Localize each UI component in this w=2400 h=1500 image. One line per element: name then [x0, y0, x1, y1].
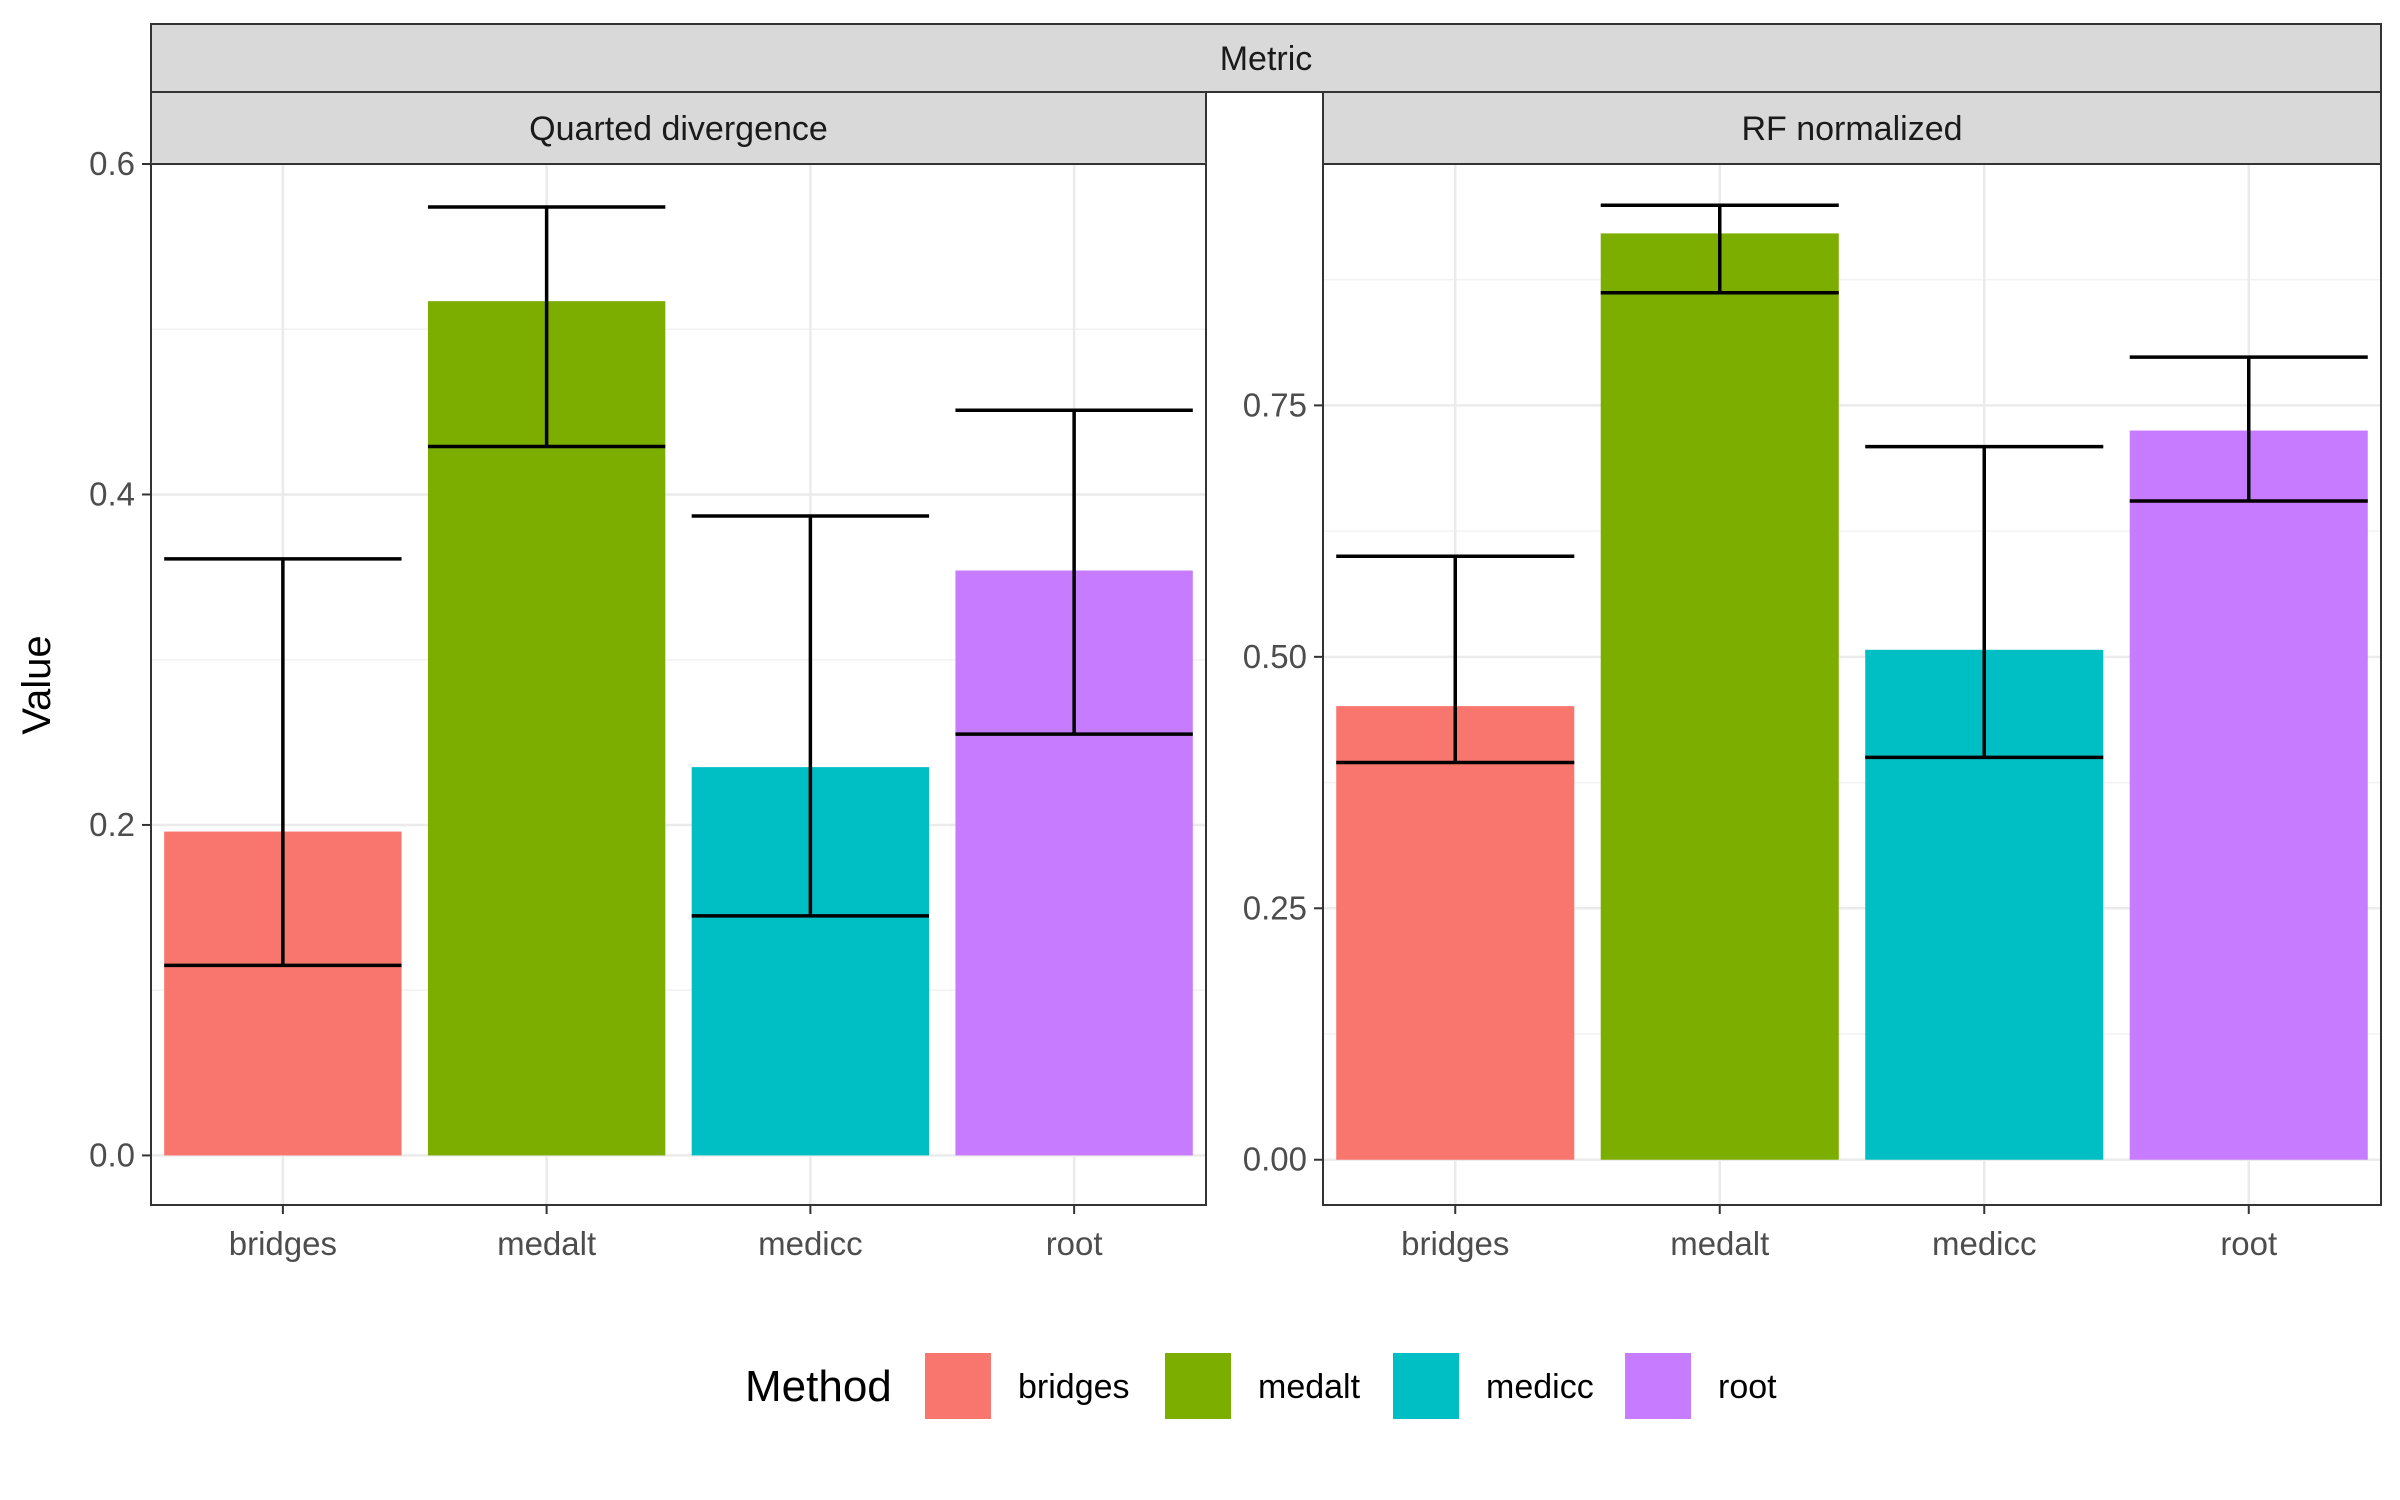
- bar-root: [2129, 430, 2368, 1160]
- x-tick-label: bridges: [229, 1225, 337, 1262]
- y-tick-label: 0.4: [89, 475, 135, 512]
- error-bar-medalt: [1600, 203, 1839, 295]
- facet-strip-label: Quarted divergence: [529, 110, 828, 148]
- metric-strip-box: [150, 23, 2382, 93]
- y-tick-label: 0.50: [1243, 638, 1307, 675]
- legend: Method bridges medalt medicc root: [745, 1353, 1777, 1419]
- panel-border: [1322, 163, 2382, 1206]
- legend-item-root: root: [1625, 1353, 1777, 1419]
- error-bar-bridges: [1336, 554, 1575, 765]
- facet-panels: Quarted divergence 0.0 0.2 0.4 0.6 bridges med…: [89, 91, 2382, 1262]
- bar-bridges: [1336, 706, 1575, 1160]
- legend-item-medalt: medalt: [1165, 1353, 1361, 1419]
- legend-label: medalt: [1258, 1368, 1361, 1406]
- legend-key: [1165, 1353, 1231, 1419]
- metric-strip: Metric: [150, 23, 2382, 93]
- panel-border: [150, 163, 1207, 1206]
- legend-label: bridges: [1018, 1368, 1130, 1406]
- metric-strip-label: Metric: [1220, 40, 1313, 78]
- legend-key: [925, 1353, 991, 1419]
- facet-panel: RF normalized 0.00 0.25 0.50 0.75 bridges meda…: [1243, 91, 2382, 1262]
- x-tick-label: root: [2220, 1225, 2277, 1262]
- x-tick-label: medalt: [497, 1225, 596, 1262]
- facet-panel: Quarted divergence 0.0 0.2 0.4 0.6 bridges med…: [89, 91, 1207, 1262]
- error-bar-medicc: [1865, 444, 2104, 760]
- legend-label: root: [1718, 1368, 1777, 1406]
- legend-key: [1625, 1353, 1691, 1419]
- y-tick-label: 0.6: [89, 145, 135, 182]
- facet-strip-label: RF normalized: [1741, 110, 1962, 148]
- error-bar-medicc: [691, 514, 930, 918]
- y-tick-label: 0.25: [1243, 889, 1307, 926]
- x-tick-label: bridges: [1401, 1225, 1509, 1262]
- error-bar-medalt: [427, 205, 666, 449]
- x-tick-label: medicc: [758, 1225, 863, 1262]
- legend-title: Method: [745, 1362, 892, 1411]
- x-tick-label: medicc: [1932, 1225, 2037, 1262]
- facet-strip: [1322, 91, 2382, 165]
- y-tick-label: 0.2: [89, 806, 135, 843]
- legend-label: medicc: [1486, 1368, 1594, 1406]
- error-bar-root: [955, 408, 1193, 736]
- y-tick-label: 0.00: [1243, 1141, 1307, 1178]
- facet-strip: [150, 91, 1207, 165]
- bar-medalt: [1600, 233, 1839, 1160]
- y-tick-label: 0.0: [89, 1136, 135, 1173]
- error-bar-root: [2129, 355, 2368, 503]
- y-axis-title: Value: [15, 635, 59, 734]
- x-tick-label: medalt: [1670, 1225, 1769, 1262]
- legend-key: [1393, 1353, 1459, 1419]
- y-tick-label: 0.75: [1243, 386, 1307, 423]
- x-tick-label: root: [1046, 1225, 1103, 1262]
- legend-item-bridges: bridges: [925, 1353, 1130, 1419]
- error-bar-bridges: [164, 557, 402, 968]
- legend-item-medicc: medicc: [1393, 1353, 1594, 1419]
